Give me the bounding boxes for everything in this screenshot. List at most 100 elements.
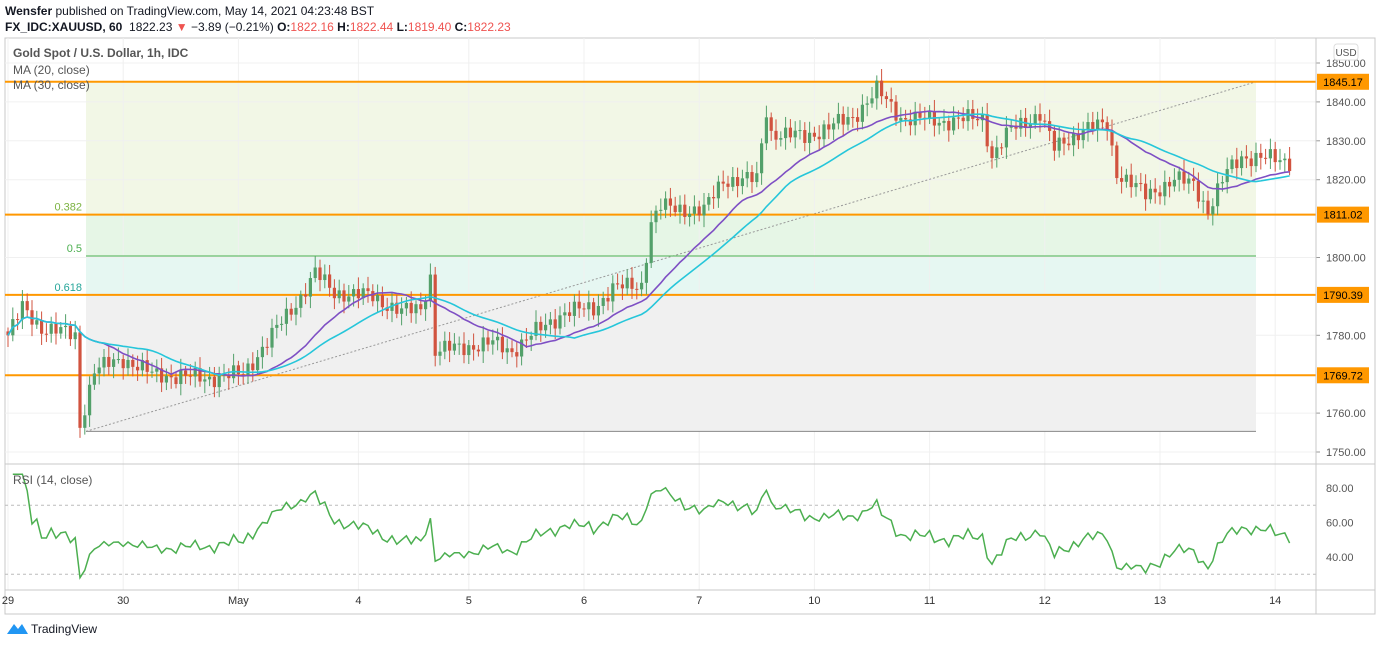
candle-body[interactable] <box>793 130 797 138</box>
candle-body[interactable] <box>145 360 149 372</box>
candle-body[interactable] <box>928 111 932 119</box>
candle-body[interactable] <box>20 301 24 320</box>
candle-body[interactable] <box>1216 183 1220 207</box>
candle-body[interactable] <box>836 113 840 124</box>
candle-body[interactable] <box>496 336 500 341</box>
candle-body[interactable] <box>251 363 255 371</box>
candle-body[interactable] <box>817 136 821 140</box>
candle-body[interactable] <box>49 323 53 334</box>
candle-body[interactable] <box>908 119 912 126</box>
candle-body[interactable] <box>140 360 144 371</box>
candle-body[interactable] <box>774 130 778 140</box>
candle-body[interactable] <box>136 366 140 371</box>
candle-body[interactable] <box>131 359 135 367</box>
candle-body[interactable] <box>1096 119 1100 131</box>
candle-body[interactable] <box>520 339 524 357</box>
candle-body[interactable] <box>1201 200 1205 202</box>
candle-body[interactable] <box>990 146 994 159</box>
candle-body[interactable] <box>78 332 82 428</box>
candle-body[interactable] <box>1086 122 1090 131</box>
candle-body[interactable] <box>884 96 888 100</box>
candle-body[interactable] <box>155 368 159 372</box>
candle-body[interactable] <box>510 348 514 353</box>
candle-body[interactable] <box>870 98 874 104</box>
candle-body[interactable] <box>294 307 298 315</box>
candle-body[interactable] <box>620 284 624 289</box>
candle-body[interactable] <box>1206 200 1210 215</box>
candle-body[interactable] <box>683 204 687 217</box>
candle-body[interactable] <box>1230 159 1234 170</box>
candle-body[interactable] <box>366 288 370 292</box>
candle-body[interactable] <box>414 304 418 314</box>
candle-body[interactable] <box>822 124 826 140</box>
candle-body[interactable] <box>798 130 802 132</box>
candle-body[interactable] <box>308 278 312 297</box>
candle-body[interactable] <box>788 127 792 138</box>
candle-body[interactable] <box>68 325 72 340</box>
candle-body[interactable] <box>64 325 68 328</box>
candle-body[interactable] <box>193 368 197 377</box>
candle-body[interactable] <box>760 143 764 174</box>
candle-body[interactable] <box>1259 152 1263 158</box>
candle-body[interactable] <box>184 370 188 376</box>
candle-body[interactable] <box>486 337 490 345</box>
candle-body[interactable] <box>433 274 437 356</box>
candle-body[interactable] <box>1057 137 1061 151</box>
candle-body[interactable] <box>452 343 456 351</box>
candle-body[interactable] <box>539 321 543 331</box>
candle-body[interactable] <box>332 287 336 299</box>
candle-body[interactable] <box>352 289 356 297</box>
candle-body[interactable] <box>1288 158 1292 172</box>
candle-body[interactable] <box>265 346 269 348</box>
candle-body[interactable] <box>596 305 600 316</box>
candle-body[interactable] <box>702 204 706 216</box>
candle-body[interactable] <box>385 307 389 311</box>
candle-body[interactable] <box>875 80 879 99</box>
candle-body[interactable] <box>1168 181 1172 187</box>
candle-body[interactable] <box>659 209 663 211</box>
candle-body[interactable] <box>1129 174 1133 188</box>
candle-body[interactable] <box>635 288 639 290</box>
candle-body[interactable] <box>1139 183 1143 185</box>
candle-body[interactable] <box>616 283 620 285</box>
candle-body[interactable] <box>1187 178 1191 184</box>
currency-box[interactable] <box>1333 43 1359 61</box>
candle-body[interactable] <box>203 379 207 382</box>
candle-body[interactable] <box>937 122 941 126</box>
candle-body[interactable] <box>169 375 173 378</box>
candle-body[interactable] <box>1235 159 1239 169</box>
candle-body[interactable] <box>803 130 807 143</box>
candle-body[interactable] <box>174 377 178 385</box>
candle-body[interactable] <box>980 114 984 121</box>
tradingview-logo[interactable]: TradingView <box>7 622 97 636</box>
candle-body[interactable] <box>673 205 677 213</box>
candle-body[interactable] <box>515 352 519 357</box>
candle-body[interactable] <box>371 291 375 302</box>
candle-body[interactable] <box>1091 122 1095 131</box>
candle-body[interactable] <box>419 304 423 310</box>
candle-body[interactable] <box>577 301 581 309</box>
candle-body[interactable] <box>198 368 202 382</box>
candle-body[interactable] <box>270 327 274 348</box>
candle-body[interactable] <box>1100 119 1104 123</box>
candle-body[interactable] <box>1254 152 1258 167</box>
candle-body[interactable] <box>236 365 240 375</box>
candle-body[interactable] <box>1105 122 1109 132</box>
candle-body[interactable] <box>880 80 884 97</box>
candle-body[interactable] <box>812 132 816 137</box>
candle-body[interactable] <box>256 357 260 371</box>
candle-body[interactable] <box>1076 133 1080 141</box>
candle-body[interactable] <box>851 117 855 119</box>
candle-body[interactable] <box>289 308 293 315</box>
candle-body[interactable] <box>241 374 245 376</box>
candle-body[interactable] <box>1240 156 1244 169</box>
candle-body[interactable] <box>304 294 308 297</box>
candle-body[interactable] <box>784 127 788 139</box>
candle-body[interactable] <box>558 315 562 329</box>
candle-body[interactable] <box>1134 183 1138 188</box>
candle-body[interactable] <box>611 283 615 302</box>
candle-body[interactable] <box>1153 188 1157 193</box>
candle-body[interactable] <box>736 177 740 187</box>
candle-body[interactable] <box>337 290 341 299</box>
